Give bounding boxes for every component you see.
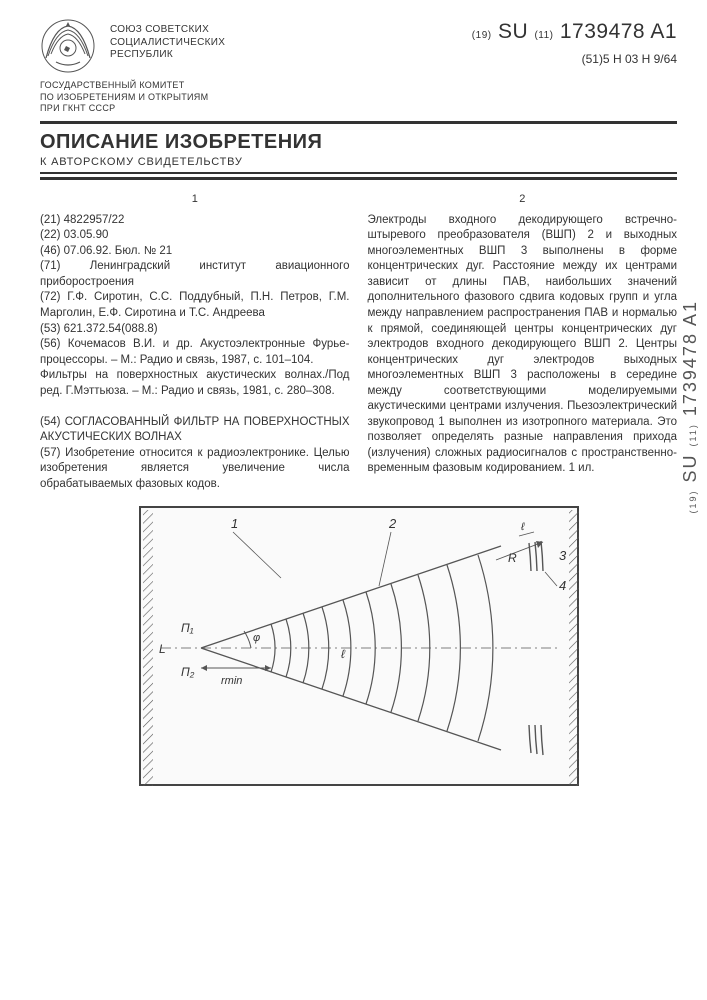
committee-name: ГОСУДАРСТВЕННЫЙ КОМИТЕТ ПО ИЗОБРЕТЕНИЯМ …: [40, 80, 677, 115]
column-left: 1 (21) 4822957/22 (22) 03.05.90 (46) 07.…: [40, 192, 350, 492]
divider: [40, 177, 677, 180]
state-emblem: [40, 18, 96, 74]
side-country: SU: [680, 454, 700, 483]
col-num-1: 1: [40, 192, 350, 207]
side-doc-code: (19) SU (11) 1739478 A1: [680, 300, 701, 514]
country-code-label: (19): [472, 30, 492, 41]
fig-label-2: 2: [388, 516, 397, 531]
fig-label-l: ℓ: [341, 647, 346, 661]
fig-label-R: R: [508, 551, 517, 565]
figure-container: 1 2 3 4 П₁ П₂ L R ℓ ℓ φ rmin: [40, 506, 677, 786]
side-label-19: (19): [688, 490, 698, 514]
fig-label-3: 3: [559, 548, 567, 563]
technical-figure: 1 2 3 4 П₁ П₂ L R ℓ ℓ φ rmin: [139, 506, 579, 786]
doc-number: 1739478: [560, 20, 645, 43]
title-sub: К АВТОРСКОМУ СВИДЕТЕЛЬСТВУ: [40, 156, 677, 168]
ipc-label: (51)5: [582, 52, 610, 66]
country-code: SU: [498, 20, 528, 43]
kind-code: A1: [650, 20, 677, 43]
side-doc-number: 1739478: [680, 332, 700, 416]
col-left-body: (21) 4822957/22 (22) 03.05.90 (46) 07.06…: [40, 213, 350, 492]
doc-num-label: (11): [534, 30, 553, 41]
header-row: СОЮЗ СОВЕТСКИХ СОЦИАЛИСТИЧЕСКИХ РЕСПУБЛИ…: [40, 18, 677, 74]
fig-label-p2: П₂: [181, 665, 195, 679]
fig-label-L: L: [159, 642, 166, 656]
columns: 1 (21) 4822957/22 (22) 03.05.90 (46) 07.…: [40, 192, 677, 492]
doc-id-block: (19) SU (11) 1739478 A1 (51)5 H 03 H 9/6…: [472, 18, 677, 66]
title-block: ОПИСАНИЕ ИЗОБРЕТЕНИЯ К АВТОРСКОМУ СВИДЕТ…: [40, 121, 677, 174]
fig-label-4: 4: [559, 578, 566, 593]
column-right: 2 Электроды входного декодирующего встре…: [368, 192, 678, 492]
fig-label-phi: φ: [253, 632, 260, 644]
col-num-2: 2: [368, 192, 678, 207]
fig-label-p1: П₁: [181, 621, 194, 635]
fig-label-1: 1: [231, 516, 238, 531]
col-right-body: Электроды входного декодирующего встречн…: [368, 213, 678, 477]
ipc-code: H 03 H 9/64: [613, 52, 677, 66]
fig-label-ltop: ℓ: [520, 521, 525, 533]
side-label-11: (11): [688, 423, 698, 446]
union-name: СОЮЗ СОВЕТСКИХ СОЦИАЛИСТИЧЕСКИХ РЕСПУБЛИ…: [110, 18, 270, 62]
side-kind: A1: [680, 300, 700, 326]
title-main: ОПИСАНИЕ ИЗОБРЕТЕНИЯ: [40, 131, 677, 154]
fig-label-rmin: rmin: [221, 675, 242, 687]
